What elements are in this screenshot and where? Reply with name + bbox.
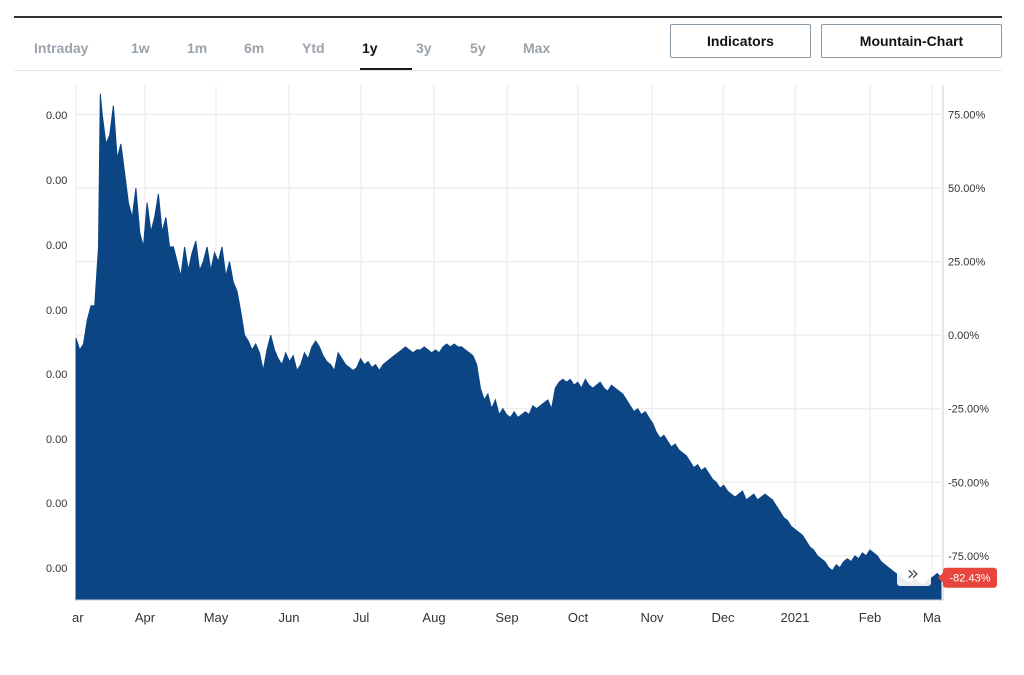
last-value-badge <box>943 567 997 588</box>
chart-type-button[interactable]: Mountain-Chart <box>821 24 1002 58</box>
tab-1y[interactable]: 1y <box>362 40 378 56</box>
left-axis-label: 0.00 <box>46 434 67 446</box>
x-tick-label: Jun <box>279 610 300 625</box>
tabs-divider <box>14 70 1002 71</box>
right-axis-label: 75.00% <box>948 109 986 121</box>
tab-6m[interactable]: 6m <box>244 40 265 56</box>
tab-1m[interactable]: 1m <box>187 40 208 56</box>
left-axis-label: 0.00 <box>46 110 67 122</box>
x-tick-label: ar <box>72 610 84 625</box>
x-tick-label: Ma <box>923 610 942 625</box>
x-tick-label: Feb <box>859 610 881 625</box>
x-tick-label: Sep <box>495 610 518 625</box>
tab-ytd[interactable]: Ytd <box>302 40 325 56</box>
right-axis-label: -25.00% <box>948 404 989 416</box>
tab-3y[interactable]: 3y <box>416 40 432 56</box>
left-axis-label: 0.00 <box>46 369 67 381</box>
indicators-button[interactable]: Indicators <box>670 24 811 58</box>
x-tick-label: Aug <box>422 610 445 625</box>
last-value-badge-pointer <box>938 572 943 583</box>
x-tick-label: 2021 <box>781 610 810 625</box>
x-tick-label: Oct <box>568 610 589 625</box>
right-axis-label: -50.00% <box>948 477 989 489</box>
left-axis-label: 0.00 <box>46 498 67 510</box>
tab-1w[interactable]: 1w <box>131 40 150 56</box>
x-tick-label: Nov <box>640 610 664 625</box>
last-value-label: -82.43% <box>950 573 991 585</box>
x-tick-label: Apr <box>135 610 156 625</box>
left-axis-label: 0.00 <box>46 563 67 575</box>
top-rule <box>14 16 1002 18</box>
range-tabs: Intraday 1w 1m 6m Ytd 1y 3y 5y Max <box>14 30 644 71</box>
scroll-handle-bg <box>897 560 931 586</box>
right-axis-label: 25.00% <box>948 257 986 269</box>
right-axis-label: 50.00% <box>948 183 986 195</box>
tab-max[interactable]: Max <box>523 40 551 56</box>
tab-5y[interactable]: 5y <box>470 40 486 56</box>
x-tick-label: May <box>204 610 229 625</box>
area-series <box>75 93 942 601</box>
active-tab-underline <box>360 68 412 71</box>
right-axis-label: -75.00% <box>948 551 989 563</box>
left-axis-label: 0.00 <box>46 240 67 252</box>
x-tick-label: Dec <box>711 610 735 625</box>
left-axis-label: 0.00 <box>46 175 67 187</box>
left-axis-label: 0.00 <box>46 305 67 317</box>
right-axis-label: 0.00% <box>948 330 979 342</box>
x-tick-label: Jul <box>353 610 370 625</box>
tab-intraday[interactable]: Intraday <box>34 40 89 56</box>
double-chevron-right-icon[interactable]: » <box>907 561 919 585</box>
